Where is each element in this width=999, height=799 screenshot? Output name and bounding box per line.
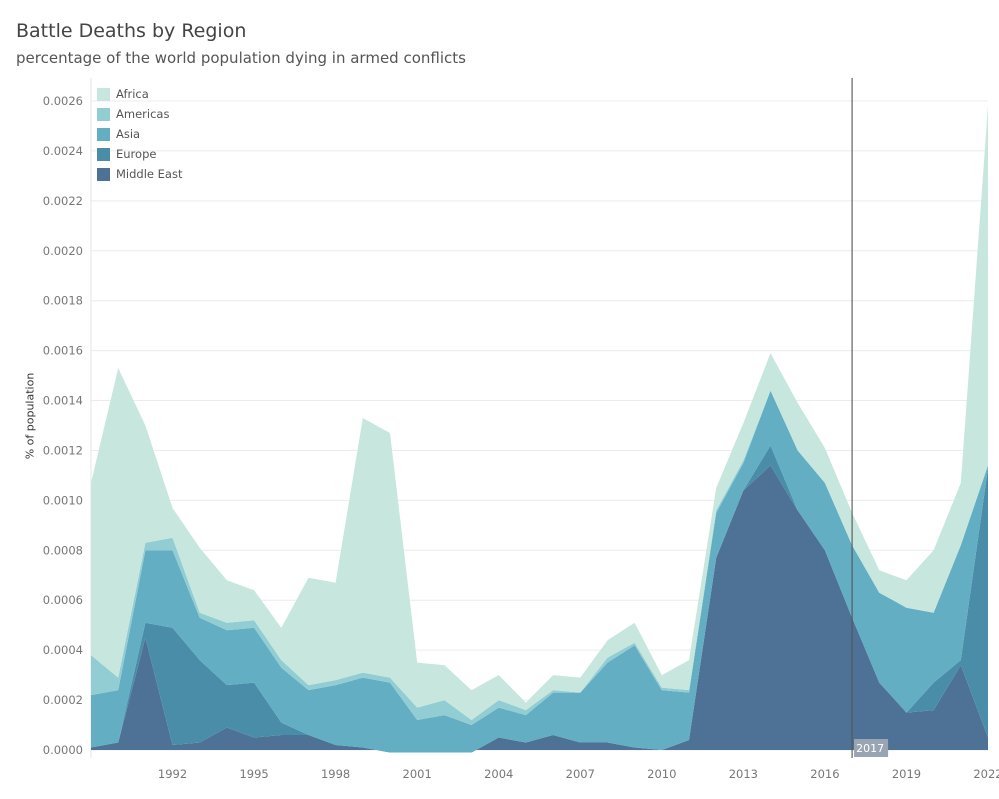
y-tick-label: 0.0020	[43, 244, 83, 258]
legend-item-middle-east: Middle East	[97, 164, 182, 184]
area-series	[91, 106, 988, 753]
legend-label: Middle East	[116, 167, 183, 181]
y-tick-label: 0.0018	[43, 294, 83, 308]
x-tick-label: 2010	[647, 767, 676, 781]
y-tick-label: 0.0022	[43, 194, 83, 208]
legend-label: Africa	[116, 87, 149, 101]
x-tick-label: 2022	[973, 767, 999, 781]
legend-label: Americas	[116, 107, 170, 121]
y-tick-label: 0.0000	[43, 743, 83, 757]
x-axis-ticks: 1992 1995 1998 2001 2004 2007 2010 2013 2016 2019…	[158, 767, 999, 781]
x-tick-label: 1992	[158, 767, 187, 781]
y-tick-label: 0.0016	[43, 344, 83, 358]
reference-label: 2017	[856, 742, 884, 755]
legend-swatch	[97, 167, 110, 181]
y-tick-label: 0.0024	[43, 144, 83, 158]
reference-label-badge	[854, 739, 889, 757]
x-tick-label: 2004	[484, 767, 513, 781]
x-tick-label: 2013	[729, 767, 758, 781]
x-tick-label: 2019	[892, 767, 921, 781]
legend-label: Asia	[116, 127, 141, 141]
legend-swatch	[97, 127, 110, 141]
y-tick-label: 0.0008	[43, 543, 83, 557]
y-tick-label: 0.0012	[43, 443, 83, 457]
legend-swatch	[97, 107, 110, 121]
x-tick-label: 2001	[403, 767, 432, 781]
legend-item-americas: Americas	[97, 104, 182, 124]
x-tick-label: 1995	[239, 767, 268, 781]
y-tick-label: 0.0014	[43, 394, 83, 408]
legend-swatch	[97, 147, 110, 161]
y-tick-label: 0.0010	[43, 493, 83, 507]
reference-line-group: 2017	[851, 78, 889, 758]
chart-subtitle: percentage of the world population dying…	[16, 49, 466, 67]
chart-title: Battle Deaths by Region	[16, 20, 247, 42]
y-tick-label: 0.0006	[43, 593, 83, 607]
x-tick-label: 1998	[321, 767, 350, 781]
y-tick-label: 0.0026	[43, 94, 83, 108]
area-europe	[91, 445, 988, 753]
legend-label: Europe	[116, 147, 157, 161]
area-middle-east	[91, 465, 988, 753]
legend-item-africa: Africa	[97, 84, 182, 104]
x-tick-label: 2016	[810, 767, 839, 781]
y-tick-label: 0.0004	[43, 643, 83, 657]
y-axis-ticks: 0.0000 0.0002 0.0004 0.0006 0.0008 0.0010 0.00…	[43, 94, 83, 757]
legend-item-asia: Asia	[97, 124, 182, 144]
x-tick-label: 2007	[566, 767, 595, 781]
legend-item-europe: Europe	[97, 144, 182, 164]
y-tick-label: 0.0002	[43, 693, 83, 707]
legend-swatch	[97, 87, 110, 101]
legend: Africa Americas Asia Europe Middle East	[97, 84, 182, 184]
